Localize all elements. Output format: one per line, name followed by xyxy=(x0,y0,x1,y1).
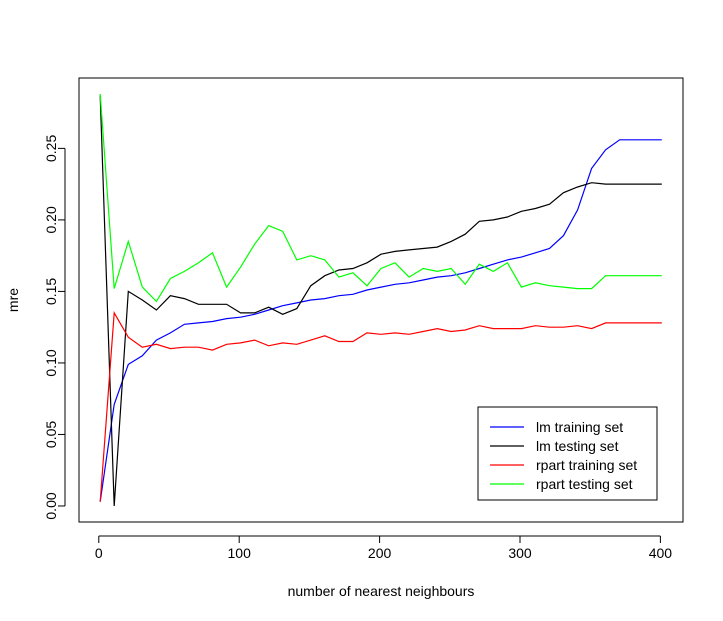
series-line-1 xyxy=(99,95,662,507)
legend-label: rpart training set xyxy=(536,457,637,473)
x-tick-label: 100 xyxy=(228,545,252,561)
y-tick-label: 0.25 xyxy=(43,135,59,162)
x-tick-label: 0 xyxy=(95,545,103,561)
x-axis: 0 100 200 300 400 xyxy=(95,535,673,561)
y-axis: 0.00 0.05 0.10 0.15 0.20 0.25 xyxy=(43,135,66,520)
legend-label: lm training set xyxy=(536,419,623,435)
y-tick-label: 0.00 xyxy=(43,492,59,519)
series-line-0 xyxy=(99,139,662,502)
series-line-2 xyxy=(99,310,662,502)
x-tick-label: 200 xyxy=(368,545,392,561)
legend-label: rpart testing set xyxy=(536,476,633,492)
legend-label: lm testing set xyxy=(536,438,619,454)
y-tick-label: 0.15 xyxy=(43,278,59,305)
plot-frame xyxy=(78,77,684,523)
y-axis-label: mre xyxy=(5,288,21,312)
y-tick-label: 0.10 xyxy=(43,349,59,376)
x-tick-label: 400 xyxy=(649,545,673,561)
legend: lm training set lm testing set rpart train… xyxy=(477,406,658,501)
x-axis-label: number of nearest neighbours xyxy=(288,583,475,599)
y-tick-label: 0.05 xyxy=(43,421,59,448)
x-tick-label: 300 xyxy=(508,545,532,561)
y-tick-label: 0.20 xyxy=(43,206,59,233)
series-line-3 xyxy=(99,93,662,303)
series-lines xyxy=(99,93,662,507)
